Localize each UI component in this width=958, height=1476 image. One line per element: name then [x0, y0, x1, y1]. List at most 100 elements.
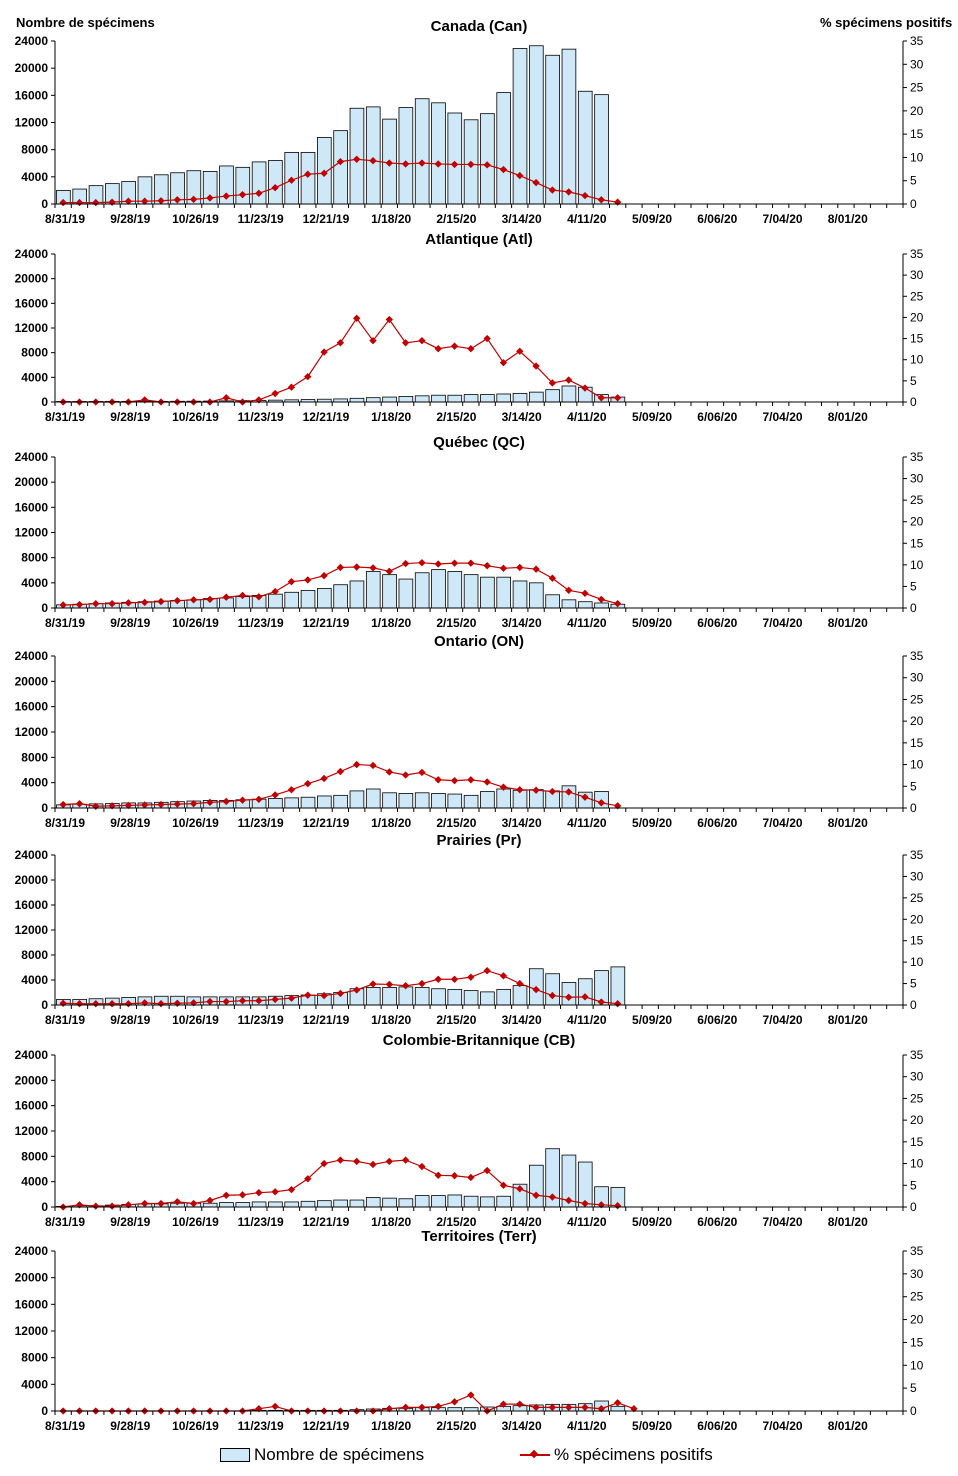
line-point [483, 161, 491, 169]
x-tick-label: 9/28/19 [110, 1215, 150, 1229]
x-tick-label: 6/06/20 [697, 212, 737, 226]
right-tick-label: 30 [910, 268, 924, 282]
right-tick-label: 10 [910, 1358, 924, 1372]
line-point [255, 795, 263, 803]
bar [561, 385, 577, 403]
left-tick-label: 24000 [15, 1244, 49, 1258]
x-tick-label: 1/18/20 [371, 212, 411, 226]
x-tick-label: 5/09/20 [632, 616, 672, 630]
line-point [287, 786, 296, 794]
legend-item-specimens: Nombre de spécimens [220, 1442, 424, 1468]
bar [349, 1199, 365, 1208]
right-tick-label: 35 [910, 1048, 924, 1062]
line-point [271, 389, 279, 398]
line-point [418, 1403, 426, 1412]
right-tick-label: 0 [910, 395, 917, 409]
line-point [336, 1156, 345, 1164]
left-tick-label: 16000 [15, 88, 49, 102]
x-tick-label: 6/06/20 [697, 816, 737, 830]
right-tick-label: 0 [910, 801, 917, 815]
x-tick-label: 9/28/19 [110, 212, 150, 226]
x-tick-label: 5/09/20 [632, 1215, 672, 1229]
panel-title: Atlantique (Atl) [425, 231, 532, 248]
right-tick-label: 10 [910, 758, 924, 772]
x-tick-label: 12/21/19 [303, 1013, 350, 1027]
x-tick-label: 3/14/20 [502, 616, 542, 630]
bar [577, 601, 593, 609]
bar [512, 985, 528, 1006]
line-point [108, 600, 116, 608]
line-point [75, 799, 84, 808]
bar [349, 397, 365, 403]
bar [480, 991, 495, 1006]
left-tick-label: 8000 [21, 1351, 48, 1365]
x-tick-label: 1/18/20 [371, 1215, 411, 1229]
line-point [467, 1173, 475, 1182]
bar [398, 396, 414, 403]
line-point [336, 767, 345, 776]
bar [365, 1197, 381, 1208]
right-tick-label: 10 [910, 1157, 924, 1171]
line-point [124, 197, 133, 205]
x-tick-label: 1/18/20 [371, 816, 411, 830]
bar [447, 571, 463, 609]
left-tick-label: 0 [41, 395, 48, 409]
line-point [450, 559, 459, 567]
line-point [353, 1157, 361, 1166]
left-tick-label: 12000 [15, 725, 49, 739]
line-point [467, 973, 475, 981]
x-tick-label: 2/15/20 [436, 616, 476, 630]
x-tick-label: 8/31/19 [45, 1215, 85, 1229]
line-point [581, 1199, 589, 1208]
line-point [401, 559, 410, 568]
line-point [499, 358, 508, 367]
left-tick-label: 4000 [21, 1377, 48, 1391]
bar [251, 161, 267, 205]
panel-title: Colombie-Britannique (CB) [383, 1032, 576, 1049]
line-point [613, 600, 622, 608]
x-tick-label: 3/14/20 [502, 1419, 542, 1433]
bar [545, 389, 560, 403]
legend-bar-swatch [220, 1448, 250, 1462]
line-point [369, 761, 377, 770]
bar [365, 788, 381, 809]
x-tick-label: 11/23/19 [238, 616, 284, 630]
line-point [532, 985, 540, 994]
bar [382, 396, 397, 403]
line-point [369, 980, 377, 988]
bar [463, 574, 479, 609]
x-tick-label: 7/04/20 [763, 616, 803, 630]
x-tick-label: 8/31/19 [45, 410, 85, 424]
bar [610, 1405, 626, 1412]
left-tick-label: 8000 [21, 346, 48, 360]
x-tick-label: 1/18/20 [371, 1013, 411, 1027]
line-point [565, 376, 573, 384]
line-point [565, 993, 573, 1001]
line-point [271, 587, 279, 596]
bar [496, 393, 512, 403]
line-point [434, 345, 442, 353]
legend-label-positive: % spécimens positifs [554, 1445, 713, 1464]
bar [480, 394, 495, 403]
left-tick-label: 0 [41, 1404, 48, 1418]
x-tick-label: 12/21/19 [303, 212, 350, 226]
right-tick-label: 15 [910, 736, 924, 750]
x-tick-label: 10/26/19 [172, 212, 219, 226]
left-tick-label: 24000 [15, 848, 49, 862]
line-point [532, 786, 540, 794]
x-tick-label: 8/31/19 [45, 1013, 85, 1027]
line-point [304, 1175, 312, 1183]
line-point [401, 1403, 410, 1412]
line-point [385, 567, 393, 576]
left-tick-label: 16000 [15, 898, 49, 912]
line-point [75, 1000, 84, 1008]
right-tick-label: 30 [910, 57, 924, 71]
line-point [124, 1000, 133, 1008]
x-tick-label: 8/01/20 [828, 410, 868, 424]
x-tick-label: 3/14/20 [502, 410, 542, 424]
bar [300, 589, 316, 609]
line-point [581, 993, 589, 1001]
bar [431, 394, 446, 403]
left-tick-label: 20000 [15, 873, 49, 887]
bar [431, 793, 446, 809]
